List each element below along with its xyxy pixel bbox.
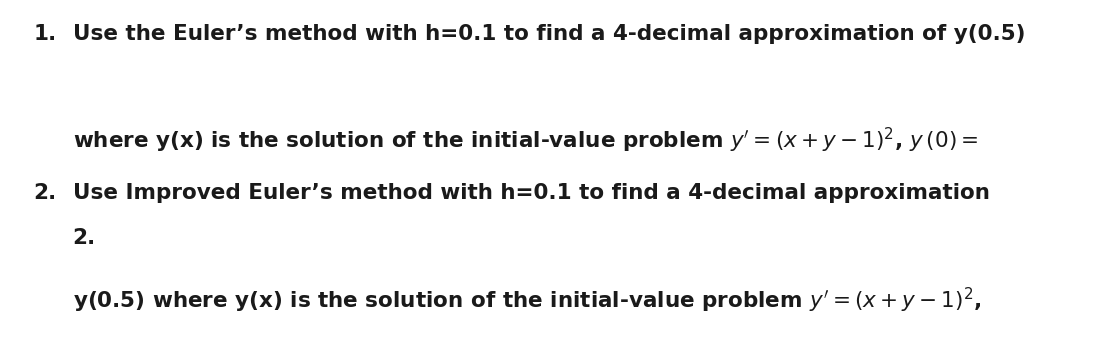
Text: y(0.5) where y(x) is the solution of the initial-value problem $y^{\prime} = (x : y(0.5) where y(x) is the solution of the… [73, 285, 981, 315]
Text: where y(x) is the solution of the initial-value problem $y^{\prime} = (x + y - 1: where y(x) is the solution of the initia… [73, 126, 978, 155]
Text: Use the Euler’s method with h=0.1 to find a 4-decimal approximation of y(0.5): Use the Euler’s method with h=0.1 to fin… [73, 24, 1024, 44]
Text: 1.: 1. [33, 24, 57, 44]
Text: 2.: 2. [33, 183, 57, 203]
Text: 2.: 2. [73, 228, 96, 248]
Text: Use Improved Euler’s method with h=0.1 to find a 4-decimal approximation: Use Improved Euler’s method with h=0.1 t… [73, 183, 990, 203]
